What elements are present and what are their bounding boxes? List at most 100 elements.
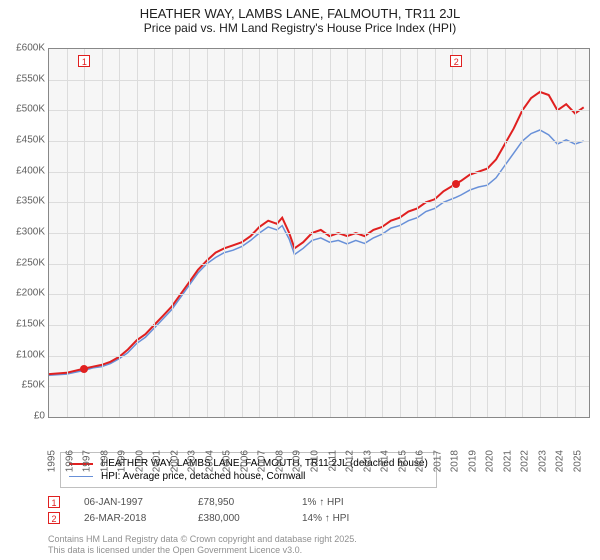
gridline-vertical [154,49,155,417]
sales-row-date: 26-MAR-2018 [84,513,174,524]
x-axis-label: 2021 [502,450,513,472]
x-axis-label: 2012 [345,450,356,472]
gridline-vertical [277,49,278,417]
gridline-horizontal [49,172,589,173]
sales-table: 106-JAN-1997£78,9501% ↑ HPI226-MAR-2018£… [48,494,382,526]
x-axis-label: 2022 [520,450,531,472]
gridline-horizontal [49,294,589,295]
gridline-vertical [172,49,173,417]
x-axis-label: 2006 [239,450,250,472]
y-axis-label: £250K [3,257,45,268]
gridline-vertical [452,49,453,417]
attribution-line-1: Contains HM Land Registry data © Crown c… [48,534,357,545]
gridline-horizontal [49,386,589,387]
x-axis-label: 2023 [537,450,548,472]
gridline-vertical [522,49,523,417]
y-axis-label: £300K [3,227,45,238]
y-axis-label: £200K [3,288,45,299]
x-axis-label: 2003 [187,450,198,472]
y-axis-label: £500K [3,104,45,115]
y-axis-label: £0 [3,411,45,422]
gridline-vertical [417,49,418,417]
gridline-vertical [84,49,85,417]
gridline-vertical [207,49,208,417]
sale-point-marker: 1 [78,55,90,67]
chart-title: HEATHER WAY, LAMBS LANE, FALMOUTH, TR11 … [0,0,600,21]
gridline-horizontal [49,325,589,326]
gridline-vertical [259,49,260,417]
sales-row-hpi: 14% ↑ HPI [302,513,382,524]
series-line [49,130,584,375]
gridline-vertical [119,49,120,417]
gridline-horizontal [49,110,589,111]
sale-point-marker: 2 [450,55,462,67]
gridline-horizontal [49,264,589,265]
gridline-horizontal [49,80,589,81]
y-axis-label: £550K [3,73,45,84]
sales-table-row: 106-JAN-1997£78,9501% ↑ HPI [48,494,382,510]
chart-subtitle: Price paid vs. HM Land Registry's House … [0,21,600,39]
sales-row-price: £78,950 [198,497,278,508]
chart-container: HEATHER WAY, LAMBS LANE, FALMOUTH, TR11 … [0,0,600,560]
gridline-vertical [575,49,576,417]
gridline-vertical [189,49,190,417]
sales-row-price: £380,000 [198,513,278,524]
x-axis-label: 2010 [309,450,320,472]
gridline-horizontal [49,202,589,203]
sales-row-date: 06-JAN-1997 [84,497,174,508]
gridline-vertical [435,49,436,417]
gridline-vertical [557,49,558,417]
x-axis-label: 2025 [572,450,583,472]
y-axis-label: £150K [3,319,45,330]
attribution-line-2: This data is licensed under the Open Gov… [48,545,357,556]
legend-label: HPI: Average price, detached house, Corn… [101,471,305,482]
gridline-vertical [347,49,348,417]
x-axis-label: 1998 [99,450,110,472]
gridline-horizontal [49,141,589,142]
y-axis-label: £600K [3,43,45,54]
x-axis-label: 2001 [152,450,163,472]
x-axis-label: 1996 [64,450,75,472]
gridline-vertical [330,49,331,417]
gridline-horizontal [49,233,589,234]
gridline-vertical [242,49,243,417]
y-axis-label: £450K [3,135,45,146]
x-axis-label: 2004 [204,450,215,472]
gridline-vertical [224,49,225,417]
gridline-vertical [67,49,68,417]
x-axis-label: 2013 [362,450,373,472]
y-axis-label: £100K [3,349,45,360]
gridline-horizontal [49,356,589,357]
x-axis-label: 1999 [117,450,128,472]
x-axis-label: 1995 [47,450,58,472]
x-axis-label: 2007 [257,450,268,472]
sales-row-marker: 2 [48,512,60,524]
plot-area: 12 [48,48,590,418]
x-axis-label: 2009 [292,450,303,472]
gridline-vertical [137,49,138,417]
gridline-vertical [102,49,103,417]
x-axis-label: 2011 [327,450,338,472]
gridline-vertical [487,49,488,417]
gridline-vertical [382,49,383,417]
x-axis-label: 2024 [555,450,566,472]
x-axis-label: 2020 [485,450,496,472]
y-axis-label: £50K [3,380,45,391]
gridline-vertical [400,49,401,417]
x-axis-label: 2014 [380,450,391,472]
gridline-vertical [365,49,366,417]
y-axis-label: £400K [3,165,45,176]
gridline-vertical [505,49,506,417]
x-axis-label: 2018 [450,450,461,472]
x-axis-label: 1997 [82,450,93,472]
legend-swatch [69,476,93,478]
x-axis-label: 2005 [222,450,233,472]
gridline-vertical [540,49,541,417]
x-axis-label: 2019 [467,450,478,472]
x-axis-label: 2008 [274,450,285,472]
gridline-vertical [294,49,295,417]
sale-point-dot [80,365,88,373]
y-axis-label: £350K [3,196,45,207]
x-axis-label: 2015 [397,450,408,472]
sale-point-dot [452,180,460,188]
